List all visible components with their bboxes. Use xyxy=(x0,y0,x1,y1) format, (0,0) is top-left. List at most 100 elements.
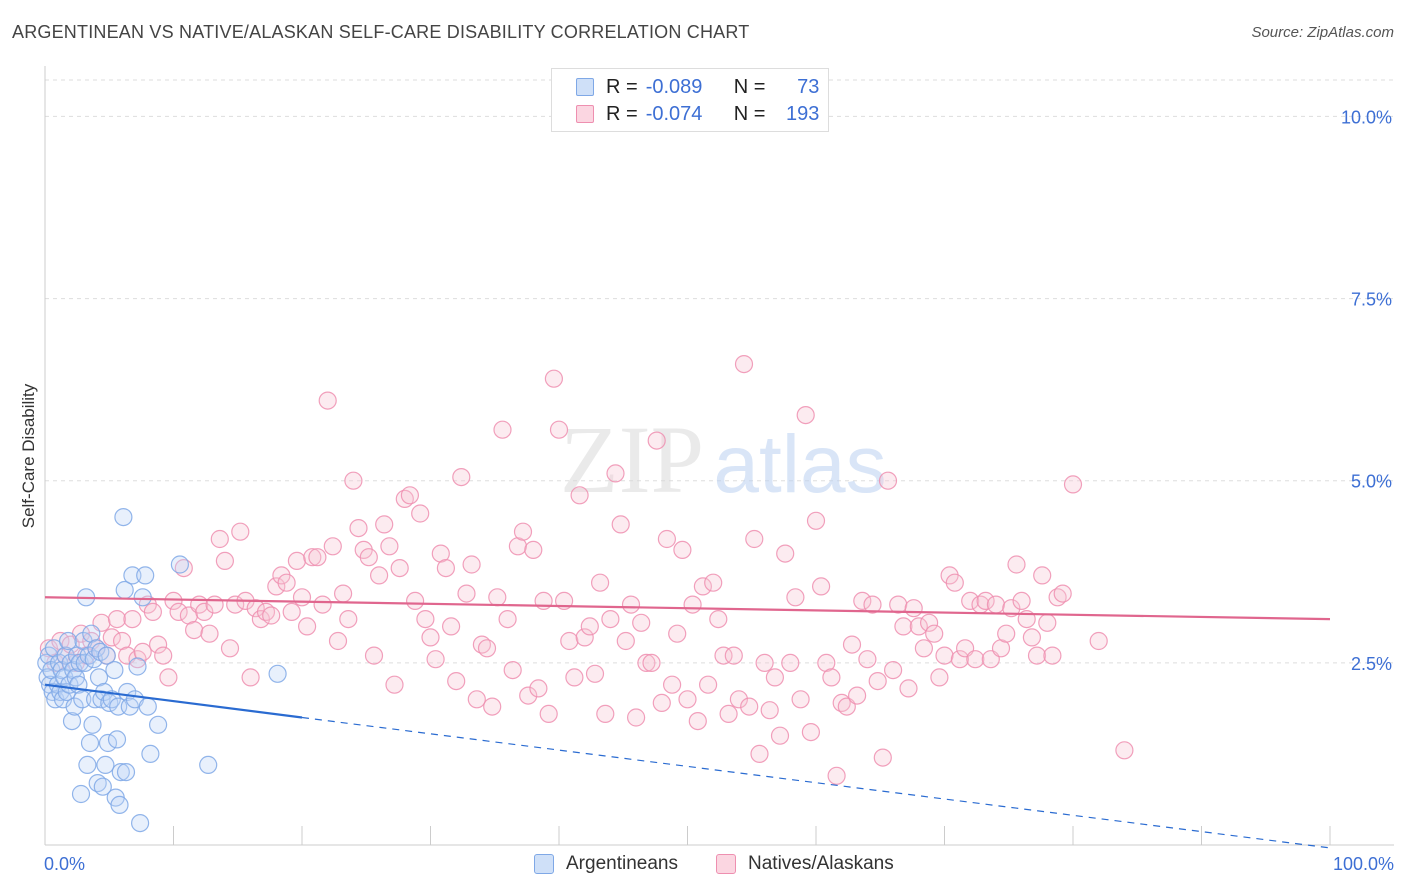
natives-point xyxy=(606,464,625,483)
grid-lines xyxy=(45,79,1394,664)
x-tick-label-min: 0.0% xyxy=(44,854,85,874)
argentineans-point xyxy=(136,566,155,585)
natives-point xyxy=(159,668,178,687)
natives-point xyxy=(1043,646,1062,665)
natives-point xyxy=(498,609,517,629)
natives-point xyxy=(806,511,826,530)
natives-point xyxy=(549,420,569,439)
natives-point xyxy=(220,639,240,658)
natives-point xyxy=(241,668,260,687)
natives-point xyxy=(467,690,486,709)
argentineans-point xyxy=(138,697,157,716)
natives-point xyxy=(626,708,646,727)
natives-point xyxy=(318,391,337,410)
natives-point xyxy=(282,602,301,622)
natives-point xyxy=(621,595,641,614)
natives-point xyxy=(1012,591,1031,611)
natives-point xyxy=(395,489,414,508)
natives-point xyxy=(524,540,543,560)
natives-point xyxy=(421,628,440,647)
argentineans-point xyxy=(73,690,92,709)
natives-point xyxy=(292,588,312,607)
argentineans-point xyxy=(105,660,124,680)
natives-point xyxy=(380,537,399,556)
natives-point xyxy=(894,617,913,636)
argentineans-point xyxy=(114,507,133,527)
tick-labels: 2.5% 5.0% 7.5% 10.0% 0.0% 100.0% xyxy=(44,107,1394,874)
natives-point xyxy=(1027,646,1047,665)
argentineans-point xyxy=(98,733,118,753)
natives-point xyxy=(416,609,435,629)
argentineans-point xyxy=(133,588,152,607)
source-label: Source: ZipAtlas.com xyxy=(1251,24,1394,41)
natives-point xyxy=(853,591,872,611)
r-value: -0.089 xyxy=(645,75,703,98)
natives-point xyxy=(370,566,389,585)
natives-point xyxy=(513,522,533,541)
natives-point xyxy=(565,668,584,687)
natives-point xyxy=(868,671,887,691)
natives-point xyxy=(1022,628,1042,647)
legend-item-argentineans: Argentineans xyxy=(534,853,678,875)
natives-point xyxy=(740,697,759,716)
stats-row-natives: R = -0.074 N = 193 xyxy=(576,102,819,126)
natives-point xyxy=(904,599,923,618)
argentineans-point xyxy=(71,784,91,804)
natives-point xyxy=(570,486,589,505)
argentineans-point xyxy=(93,777,112,796)
natives-point xyxy=(462,555,481,574)
argentineans-point xyxy=(128,657,147,676)
natives-point xyxy=(817,653,836,673)
natives-point xyxy=(811,577,831,596)
natives-point xyxy=(657,529,677,549)
natives-point xyxy=(935,646,954,665)
natives-point xyxy=(734,355,754,374)
natives-point xyxy=(745,529,764,549)
natives-point xyxy=(344,471,363,490)
natives-point xyxy=(503,660,522,680)
natives-point xyxy=(313,595,332,614)
legend-label-argentineans: Argentineans xyxy=(566,853,678,874)
y-axis-label: Self-Care Disability xyxy=(19,383,38,528)
r-value: -0.074 xyxy=(645,102,703,125)
argentineans-point xyxy=(80,733,100,753)
natives-point xyxy=(791,690,810,709)
argentineans-point xyxy=(141,744,160,764)
source-text: Source: ZipAtlas.com xyxy=(1251,24,1394,41)
natives-point xyxy=(966,650,985,669)
natives-point xyxy=(323,537,342,556)
natives-point xyxy=(488,588,507,607)
x-tick-label-max: 100.0% xyxy=(1333,854,1394,874)
y-tick-label: 5.0% xyxy=(1351,472,1392,492)
natives-point xyxy=(986,595,1006,614)
argentineans-legend-swatch xyxy=(534,854,554,874)
natives-point xyxy=(796,406,815,425)
natives-point xyxy=(529,679,548,698)
natives-point xyxy=(642,653,661,673)
natives-point xyxy=(693,577,713,596)
natives-point xyxy=(770,726,790,745)
y-tick-label: 7.5% xyxy=(1351,290,1392,310)
natives-point xyxy=(215,551,234,571)
natives-point xyxy=(426,650,445,669)
natives-point xyxy=(231,522,250,541)
r-label: R = xyxy=(606,102,638,125)
natives-point xyxy=(154,646,173,665)
natives-point xyxy=(925,624,944,643)
natives-point xyxy=(632,613,651,632)
natives-point xyxy=(668,624,687,643)
natives-point xyxy=(493,420,512,439)
natives-point xyxy=(827,766,846,785)
natives-point xyxy=(611,515,630,534)
natives-point xyxy=(750,744,769,764)
natives-point xyxy=(909,617,928,636)
natives-point xyxy=(149,635,168,654)
natives-point xyxy=(277,573,296,592)
natives-point xyxy=(1063,475,1083,494)
natives-point xyxy=(1115,741,1134,760)
natives-point xyxy=(102,628,121,647)
natives-point xyxy=(298,617,317,636)
natives-point xyxy=(328,631,348,651)
natives-point xyxy=(205,595,224,614)
